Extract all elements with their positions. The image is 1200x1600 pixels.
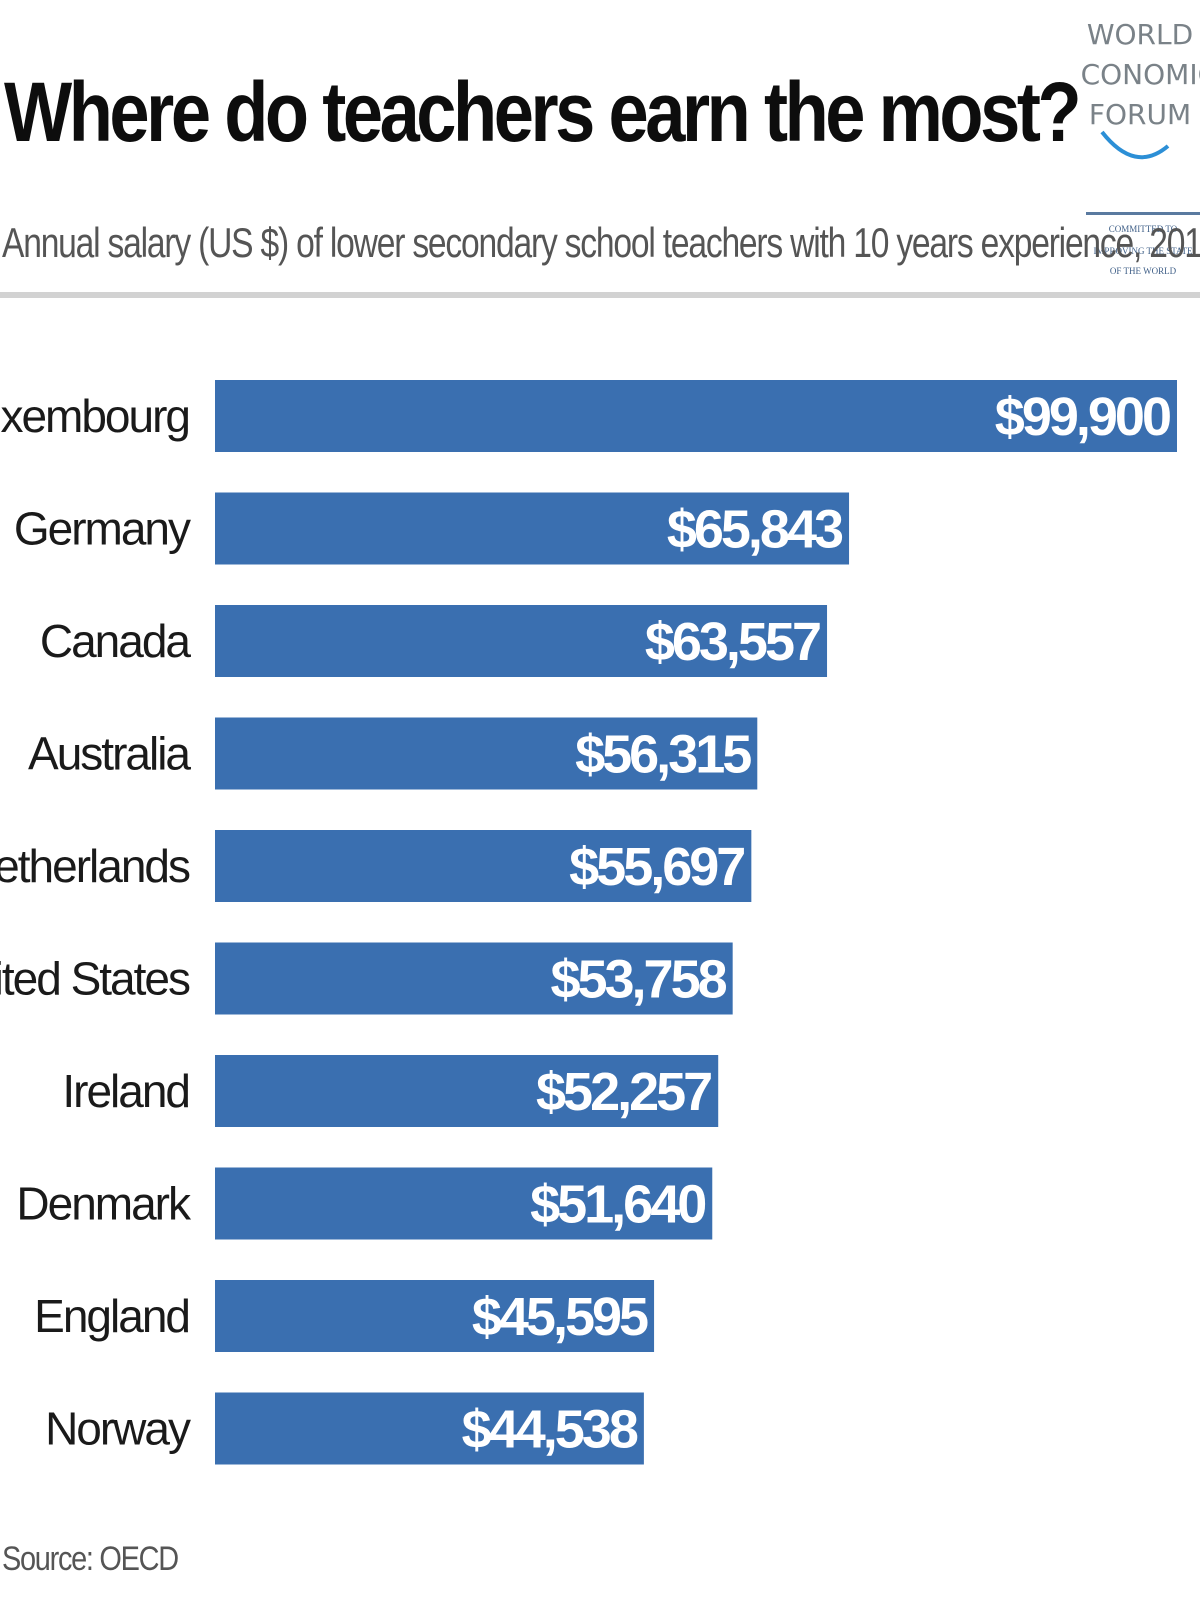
category-label: Norway (45, 1403, 191, 1455)
world-economic-forum-logo: WORLD ECONOMIC FORUM (1080, 18, 1200, 160)
logo-line-1: WORLD (1087, 18, 1193, 51)
category-label: Ireland (62, 1065, 189, 1117)
value-label: $45,595 (472, 1287, 648, 1347)
value-label: $52,257 (536, 1062, 711, 1122)
bar-australia (215, 717, 758, 790)
category-label: Denmark (16, 1178, 192, 1230)
chart-subtitle: Annual salary (US $) of lower secondary … (2, 219, 1200, 266)
source-note: Source: OECD (2, 1540, 179, 1578)
category-label: England (34, 1290, 189, 1342)
category-label: Germany (14, 503, 191, 555)
logo-line-3: FORUM (1089, 98, 1191, 131)
header-divider (0, 292, 1200, 298)
tagline-line-2: IMPROVING THE STATE (1093, 246, 1193, 256)
value-label: $65,843 (667, 500, 843, 560)
bar-ireland (215, 1055, 719, 1127)
bar-denmark (215, 1167, 713, 1240)
bar-netherlands (215, 830, 752, 902)
category-label: United States (0, 953, 190, 1005)
bar-england (215, 1280, 655, 1352)
category-label: Australia (28, 728, 191, 780)
bar-norway (215, 1392, 644, 1465)
bar-canada (215, 605, 828, 677)
bar-luxembourg (215, 380, 1177, 452)
category-label: Canada (40, 615, 192, 667)
value-label: $55,697 (569, 837, 744, 897)
value-label: $99,900 (995, 387, 1170, 447)
tagline-line-3: OF THE WORLD (1110, 266, 1177, 276)
bar-germany (215, 492, 850, 565)
logo-line-2: ECONOMIC (1080, 58, 1200, 91)
logo-tagline: COMMITTED TO IMPROVING THE STATE OF THE … (1086, 212, 1200, 276)
tagline-line-1: COMMITTED TO (1109, 224, 1178, 234)
bar-united-states (215, 942, 733, 1015)
bar-chart: Luxembourg $99,900 Germany $65,843 Canada $63… (0, 380, 1177, 1465)
value-label: $44,538 (462, 1400, 638, 1460)
value-label: $63,557 (645, 612, 820, 672)
value-label: $56,315 (575, 725, 751, 785)
logo-arc-icon (1100, 130, 1170, 160)
value-label: $53,758 (550, 950, 726, 1010)
category-label: Netherlands (0, 840, 190, 892)
chart-title: Where do teachers earn the most? (4, 65, 1082, 159)
category-label: Luxembourg (0, 390, 189, 442)
value-label: $51,640 (530, 1175, 705, 1235)
